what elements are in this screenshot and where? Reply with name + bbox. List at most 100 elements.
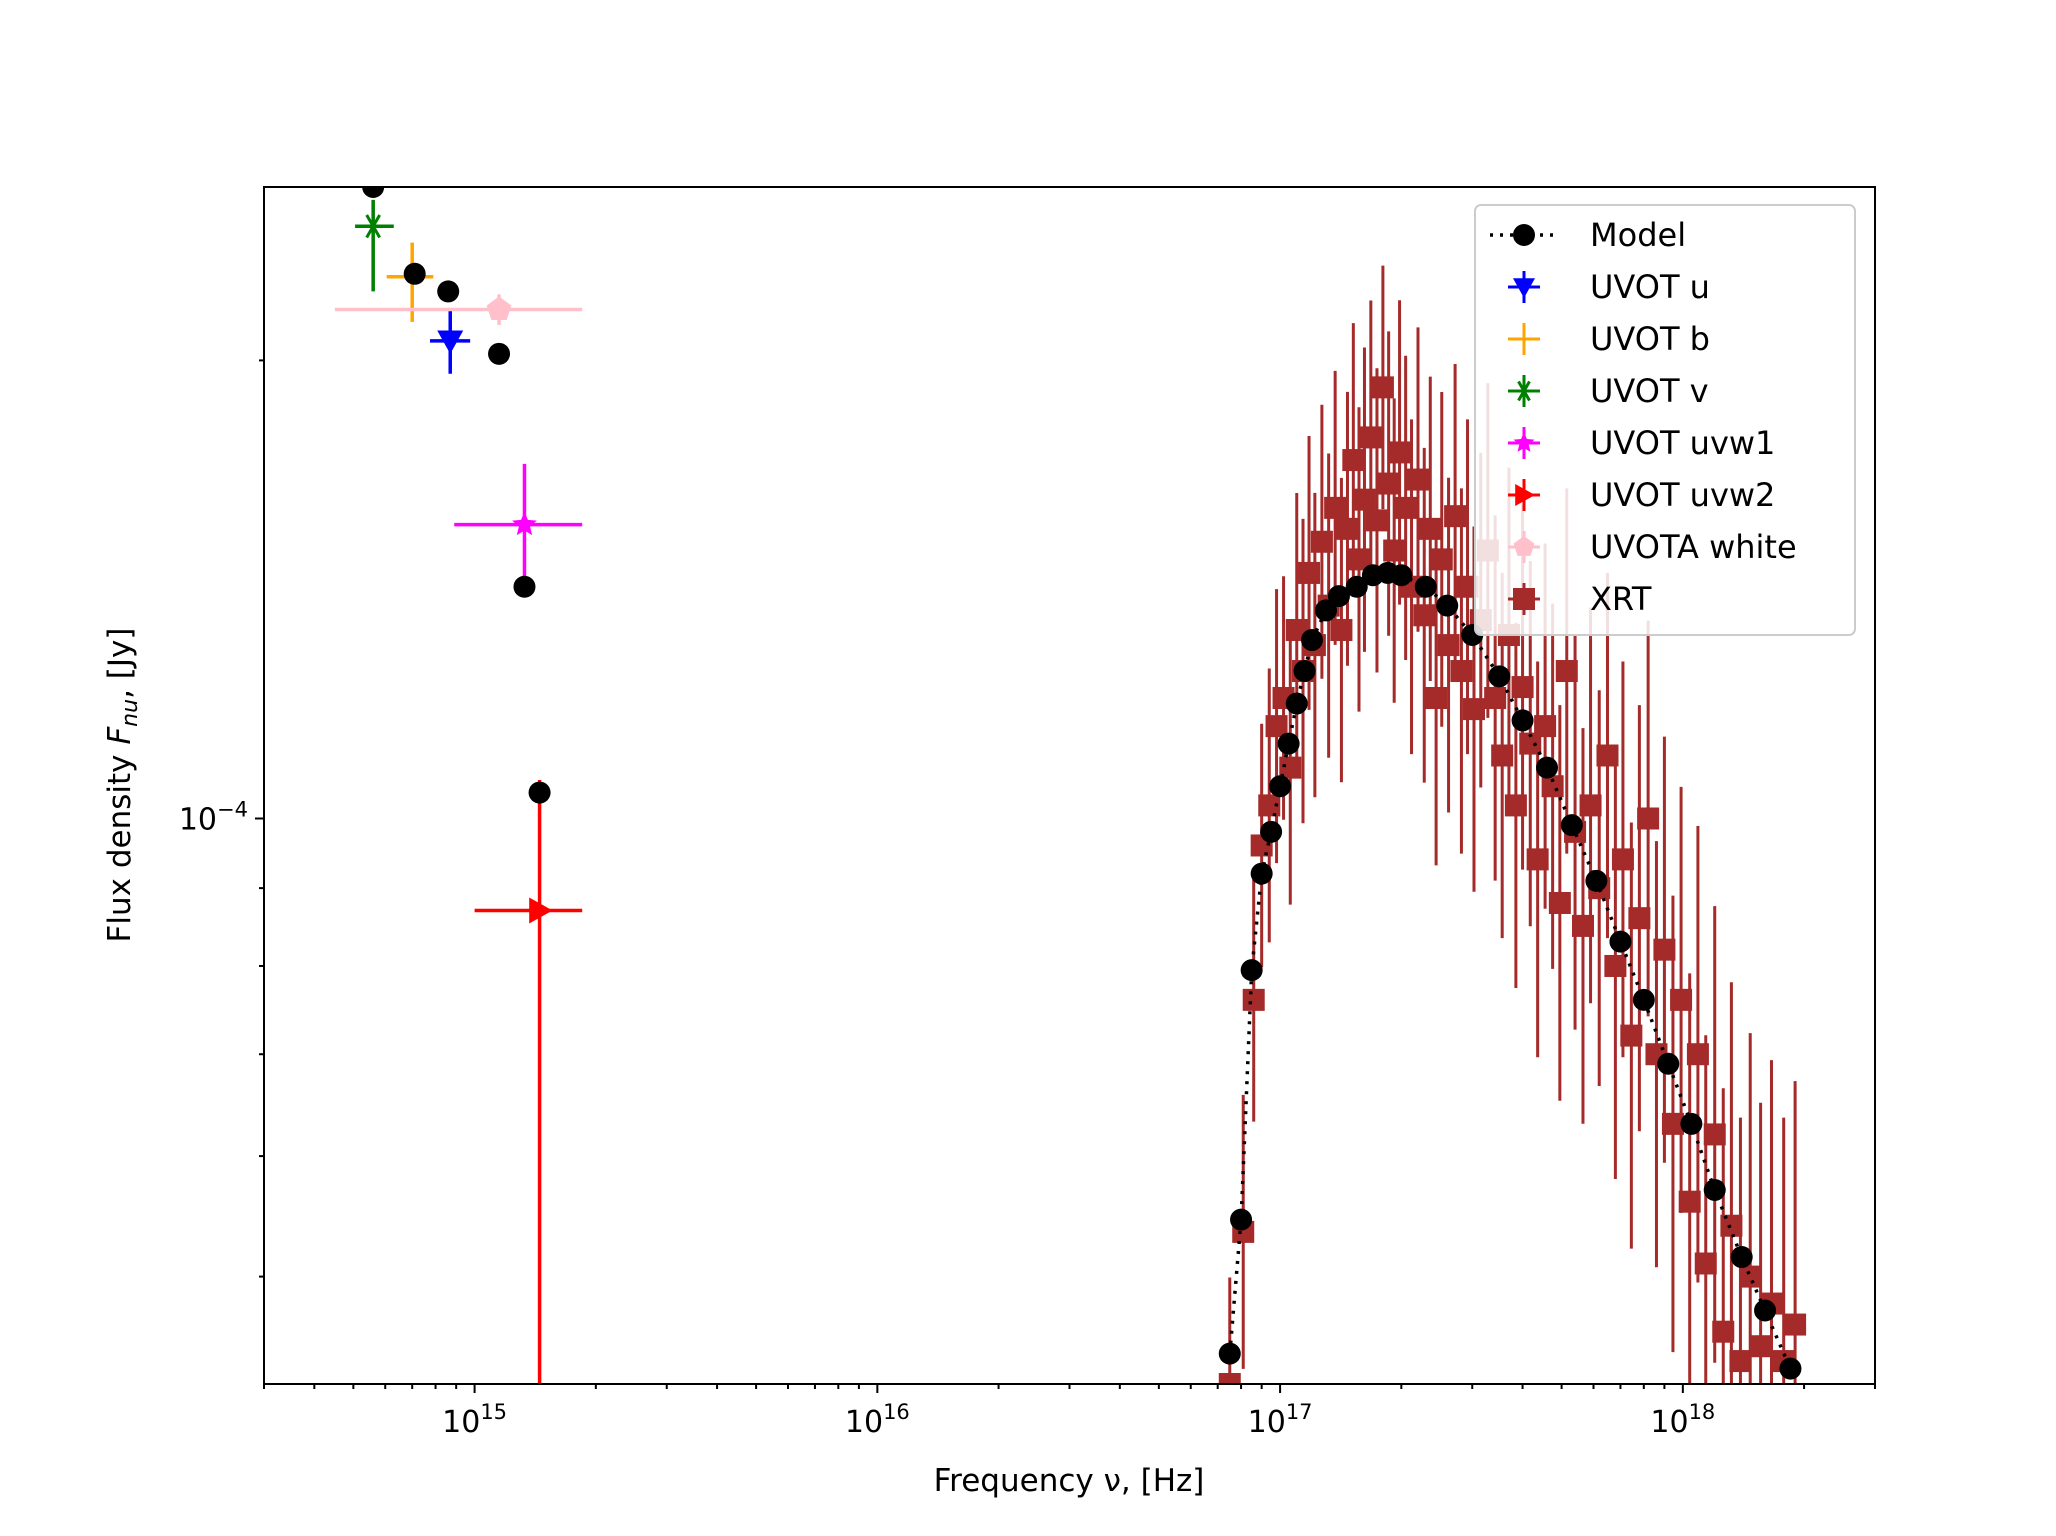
model-point — [1536, 756, 1559, 779]
xrt-point — [1712, 1088, 1735, 1384]
xrt-marker — [1729, 1350, 1752, 1373]
xrt-point — [1749, 1102, 1772, 1384]
legend-marker — [1513, 588, 1535, 610]
xrt-marker — [1703, 1123, 1726, 1146]
xrt-point — [1628, 705, 1651, 1132]
xrt-marker — [1394, 496, 1417, 519]
model-point — [1680, 1112, 1703, 1135]
legend-entry-xrt: XRT — [1508, 580, 1652, 618]
legend-box — [1474, 204, 1856, 636]
model-point — [1269, 775, 1292, 798]
xrt-marker — [1413, 604, 1436, 627]
xrt-marker — [1534, 715, 1557, 738]
x-axis: 1015 1016 1017 1018 — [263, 1384, 1876, 1440]
xrt-point — [1258, 668, 1281, 943]
xrt-marker — [1388, 441, 1411, 464]
model-point — [1754, 1299, 1777, 1322]
legend-label: UVOT uvw1 — [1590, 424, 1775, 462]
xrt-marker — [1571, 914, 1594, 937]
model-point — [1250, 862, 1273, 885]
model-point — [1703, 1178, 1726, 1201]
y-axis-label-suffix: , [Jy] — [102, 628, 138, 699]
xrt-marker — [1342, 449, 1365, 472]
model-point — [1345, 575, 1368, 598]
xrt-point — [1242, 878, 1265, 1122]
xrt-point — [1739, 1033, 1762, 1384]
legend-entry-u: UVOT u — [1508, 268, 1710, 306]
xrt-marker — [1383, 539, 1406, 562]
uvot-marker-v — [360, 214, 387, 239]
xrt-point — [1694, 1035, 1717, 1384]
xrt-marker — [1298, 561, 1321, 584]
x-tick-label: 1017 — [1248, 1400, 1313, 1440]
model-point — [1436, 594, 1459, 617]
legend-label: UVOT u — [1590, 268, 1710, 306]
xrt-point — [1653, 736, 1676, 1163]
model-point — [1585, 869, 1608, 892]
x-tick-label: 1015 — [442, 1400, 507, 1440]
model-point — [513, 575, 536, 598]
legend-marker — [1515, 484, 1535, 506]
legend-marker — [1513, 536, 1535, 556]
xrt-point — [1604, 752, 1627, 1180]
model-point — [1327, 585, 1350, 608]
model-point — [1657, 1052, 1680, 1075]
xrt-point — [1686, 825, 1709, 1283]
xrt-marker — [1596, 744, 1619, 767]
xrt-point — [1548, 705, 1571, 1101]
x-tick-label: 1018 — [1650, 1400, 1715, 1440]
xrt-point — [1670, 786, 1693, 1213]
xrt-marker — [1218, 1373, 1241, 1384]
y-axis-label-subscript: nu — [118, 699, 143, 727]
xrt-marker — [1541, 775, 1564, 798]
xrt-point — [1637, 620, 1660, 1017]
xrt-marker — [1579, 794, 1602, 817]
xrt-marker — [1359, 426, 1382, 449]
xrt-marker — [1661, 1112, 1684, 1135]
xrt-marker — [1720, 1214, 1743, 1237]
model-point — [362, 187, 385, 198]
uvot-marker-white — [486, 296, 512, 321]
legend-label: UVOT v — [1590, 372, 1709, 410]
xrt-marker — [1330, 619, 1353, 642]
legend-marker — [1513, 432, 1535, 452]
y-tick-label: 10−4 — [179, 797, 248, 837]
legend-label: UVOT b — [1590, 320, 1710, 358]
uvot-point-u — [430, 309, 471, 374]
xrt-point — [1365, 368, 1388, 673]
xrt-point — [1571, 728, 1594, 1124]
xrt-marker — [1484, 686, 1507, 709]
model-point — [1293, 660, 1316, 683]
xrt-marker — [1371, 376, 1394, 399]
xrt-marker — [1419, 517, 1442, 540]
legend-entry-v: UVOT v — [1508, 372, 1709, 410]
xrt-point — [1218, 1277, 1241, 1384]
legend-label: XRT — [1590, 580, 1652, 618]
xrt-marker — [1637, 807, 1660, 830]
model-point — [1240, 959, 1263, 982]
model-point — [1300, 629, 1323, 652]
model-point — [1414, 575, 1437, 598]
xrt-point — [1611, 661, 1634, 1058]
xrt-marker — [1555, 660, 1578, 683]
xrt-marker — [1678, 1190, 1701, 1213]
model-point — [437, 280, 460, 303]
legend-marker — [1513, 328, 1535, 350]
xrt-marker — [1365, 509, 1388, 532]
xrt-marker — [1620, 1024, 1643, 1047]
model-point — [1632, 988, 1655, 1011]
model-point — [1218, 1342, 1241, 1365]
legend-entry-model: Model — [1490, 216, 1686, 254]
xrt-marker — [1511, 676, 1534, 699]
xrt-point — [1661, 895, 1684, 1353]
xrt-point — [1729, 1117, 1752, 1384]
xrt-point — [1579, 607, 1602, 1004]
xrt-marker — [1749, 1335, 1772, 1358]
model-point — [1560, 814, 1583, 837]
xrt-marker — [1450, 660, 1473, 683]
model-point — [1730, 1246, 1753, 1269]
uvot-point-uvw1 — [454, 463, 583, 592]
xrt-marker — [1336, 517, 1359, 540]
y-axis-label-prefix: Flux density — [102, 745, 138, 943]
